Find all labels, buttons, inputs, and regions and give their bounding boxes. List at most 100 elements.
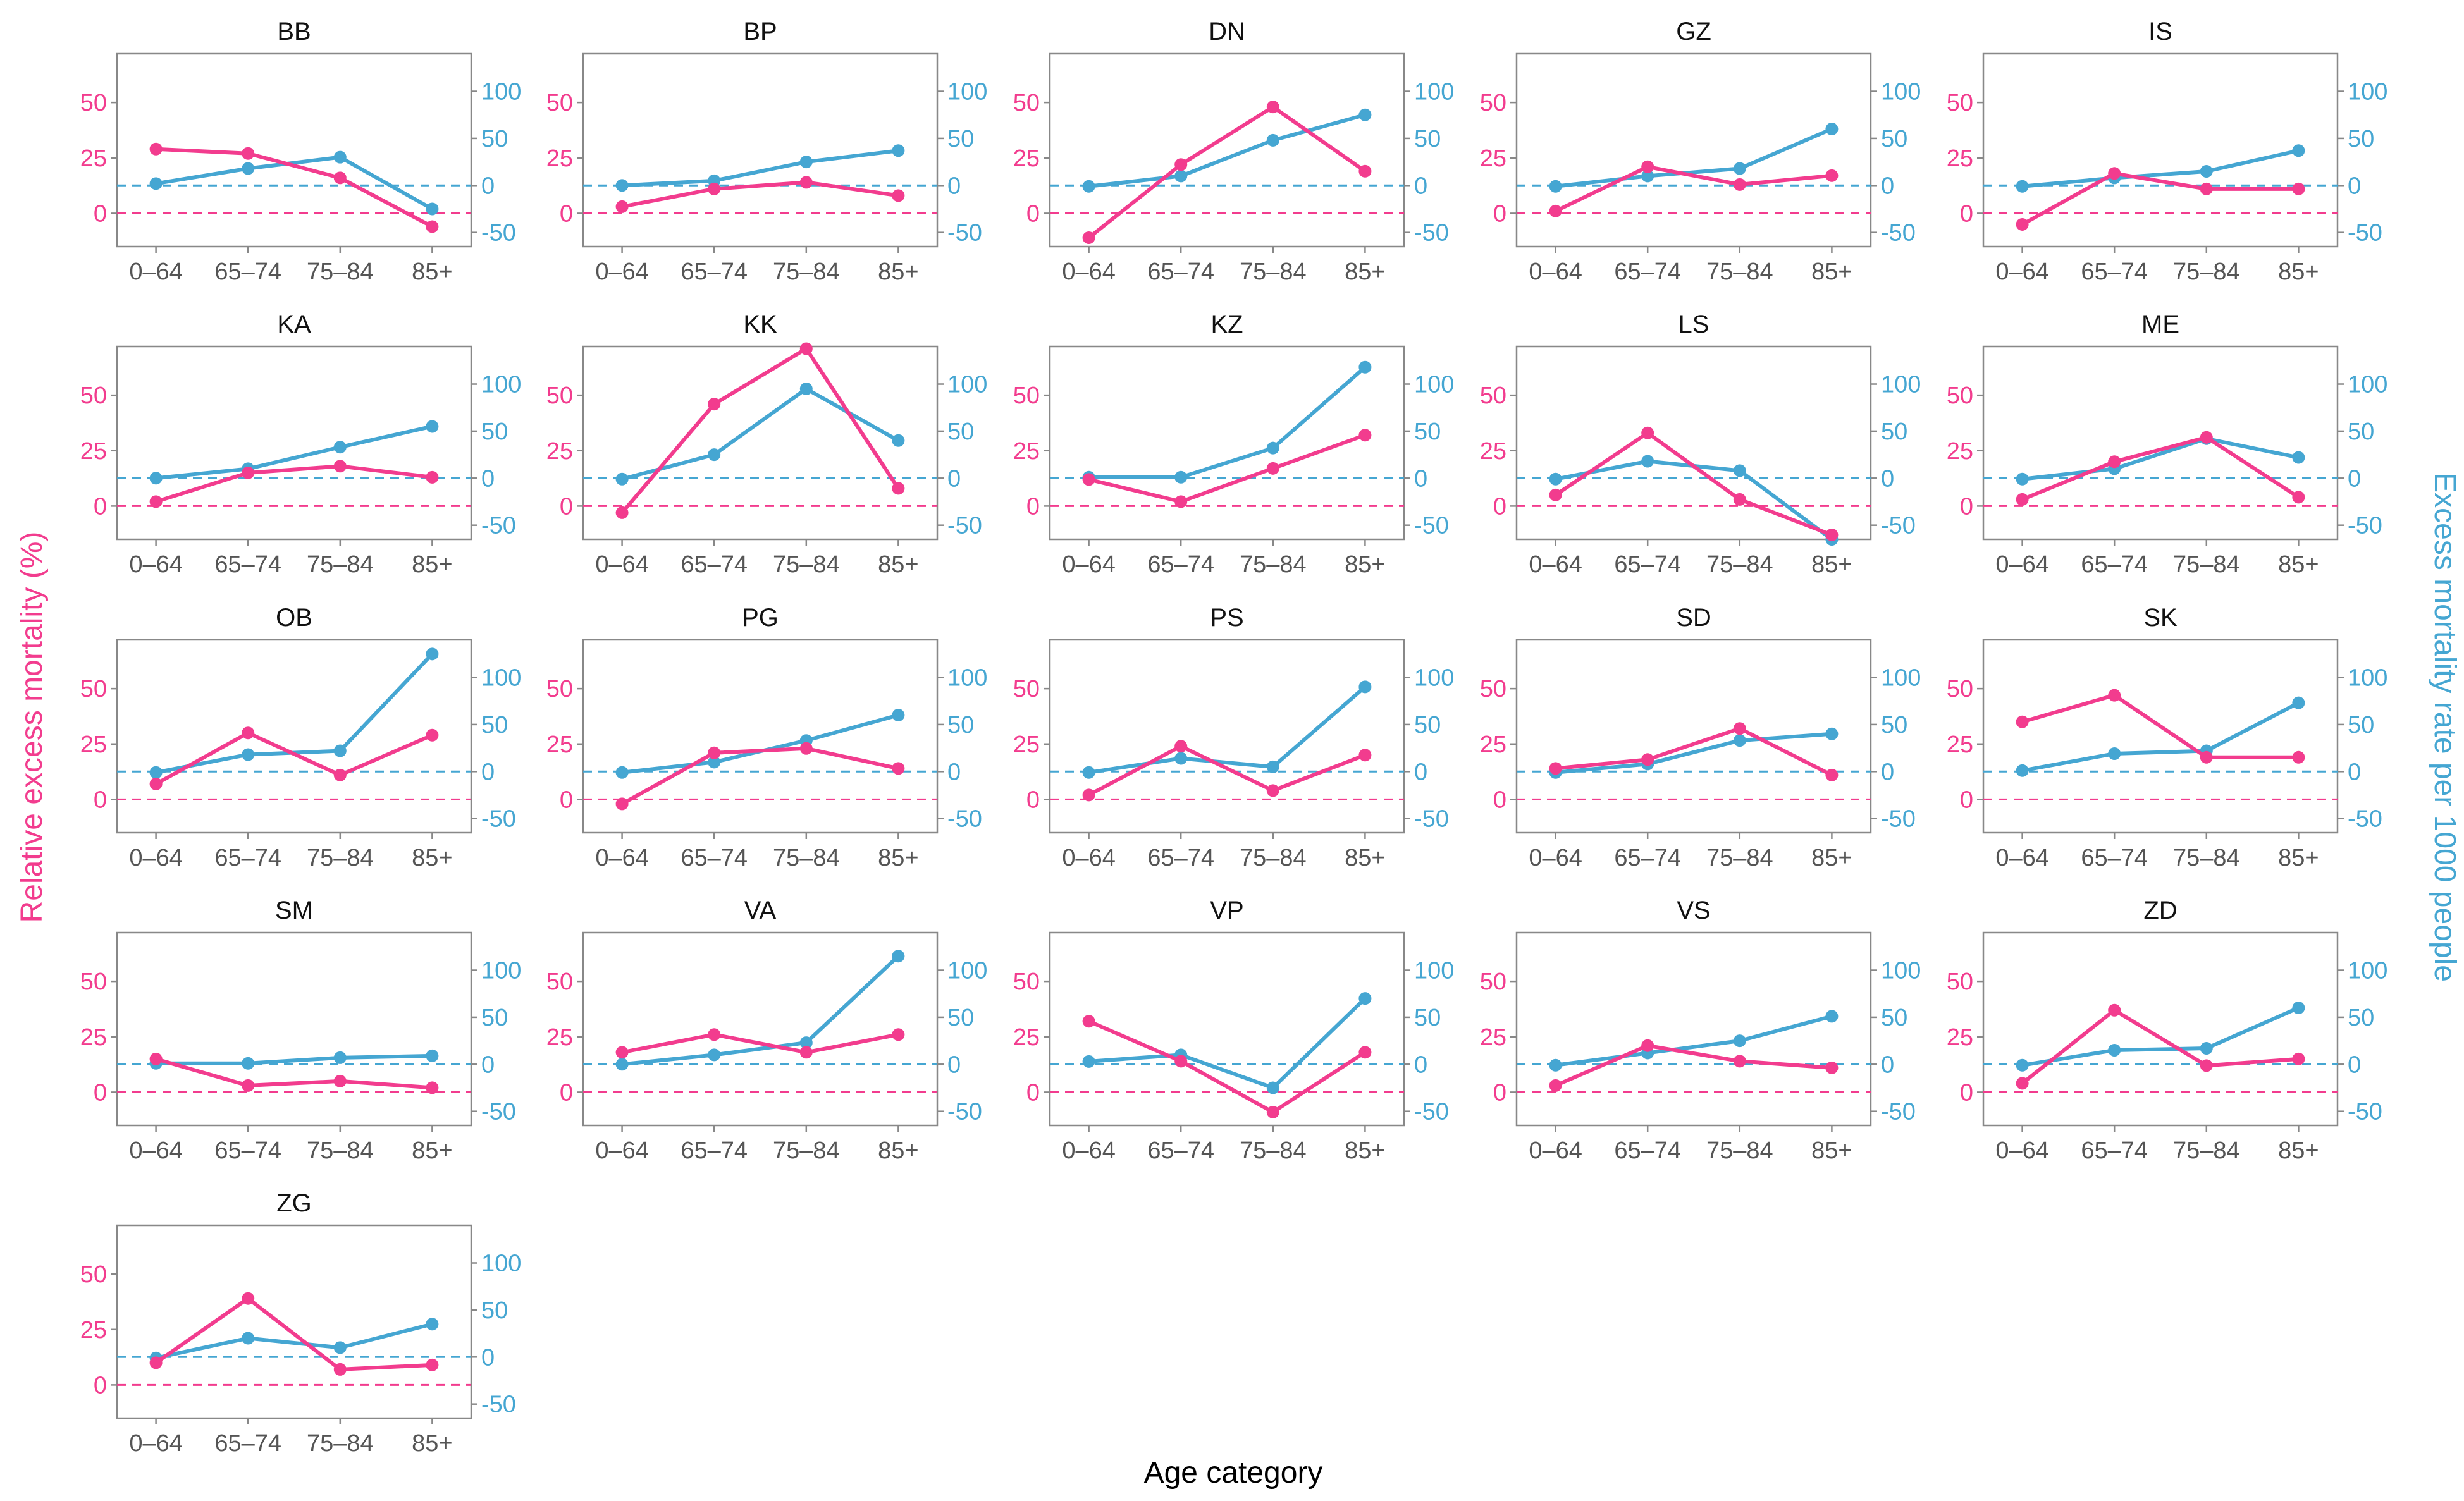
right-tick-label: 100 bbox=[1414, 665, 1454, 692]
rate-series-line bbox=[2022, 436, 2300, 481]
right-tick-label: -50 bbox=[1414, 513, 1449, 539]
right-tick-label: 0 bbox=[1414, 759, 1427, 785]
category-label: 85+ bbox=[878, 259, 918, 285]
relative-point bbox=[892, 762, 905, 775]
panel-title: DN bbox=[1209, 18, 1245, 46]
category-label: 65–74 bbox=[1614, 259, 1681, 285]
left-tick-label: 50 bbox=[546, 383, 573, 409]
right-tick-label: -50 bbox=[1414, 1099, 1449, 1125]
right-tick-label: 50 bbox=[2348, 1005, 2374, 1031]
relative-point bbox=[799, 742, 813, 755]
panel-frame bbox=[1049, 52, 1405, 248]
right-tick-label: 100 bbox=[1881, 372, 1921, 398]
panel-frame bbox=[582, 639, 939, 834]
relative-point bbox=[242, 1292, 255, 1305]
relative-point bbox=[615, 1046, 629, 1059]
relative-point bbox=[708, 182, 721, 195]
relative-point bbox=[149, 777, 163, 790]
rate-point bbox=[1733, 1034, 1746, 1048]
left-tick-label: 0 bbox=[1960, 493, 1973, 520]
rate-point bbox=[333, 150, 347, 164]
relative-point bbox=[1825, 528, 1839, 541]
left-tick-label: 50 bbox=[546, 676, 573, 702]
rate-point bbox=[615, 766, 629, 779]
category-label: 65–74 bbox=[681, 1137, 748, 1164]
left-tick-label: 25 bbox=[1947, 145, 1973, 172]
x-axis-title: Age category bbox=[1144, 1456, 1323, 1490]
relative-point bbox=[1733, 1055, 1746, 1068]
category-label: 75–84 bbox=[307, 551, 374, 578]
relative-point bbox=[799, 1046, 813, 1059]
rate-point bbox=[2016, 472, 2029, 486]
relative-series-line bbox=[154, 1296, 433, 1371]
panel-title: SK bbox=[2143, 604, 2178, 632]
relative-series-line bbox=[622, 1032, 899, 1055]
left-tick-label: 25 bbox=[1013, 1024, 1040, 1051]
relative-point bbox=[615, 200, 629, 213]
left-tick-label: 0 bbox=[94, 1372, 107, 1399]
relative-series-line bbox=[155, 1057, 433, 1090]
relative-point bbox=[1174, 1055, 1188, 1068]
relative-point bbox=[2108, 1003, 2121, 1017]
relative-series-line bbox=[620, 346, 900, 514]
rate-point bbox=[1082, 766, 1095, 779]
panel-title: GZ bbox=[1676, 18, 1711, 46]
left-tick-label: 0 bbox=[94, 493, 107, 520]
rate-series-line bbox=[1088, 996, 1367, 1090]
relative-point bbox=[1266, 1105, 1279, 1118]
rate-point bbox=[892, 950, 905, 963]
panel-title: VP bbox=[1210, 897, 1243, 924]
left-tick-label: 25 bbox=[1947, 732, 1973, 758]
relative-point bbox=[1266, 784, 1279, 797]
relative-point bbox=[1082, 473, 1095, 486]
rate-point bbox=[1266, 1081, 1279, 1094]
category-label: 65–74 bbox=[1147, 551, 1214, 578]
right-tick-label: 100 bbox=[947, 372, 987, 398]
relative-point bbox=[1825, 1061, 1839, 1074]
right-tick-label: 100 bbox=[481, 79, 521, 106]
right-tick-label: 50 bbox=[1414, 419, 1441, 445]
relative-point bbox=[1641, 426, 1654, 439]
panel-frame bbox=[582, 931, 939, 1127]
relative-series-line bbox=[156, 147, 433, 229]
rate-point bbox=[1082, 1055, 1095, 1068]
right-tick-label: -50 bbox=[947, 220, 982, 247]
category-label: 75–84 bbox=[1240, 259, 1307, 285]
left-tick-label: 25 bbox=[80, 1317, 107, 1344]
relative-point bbox=[242, 466, 255, 479]
category-label: 65–74 bbox=[2081, 845, 2148, 871]
relative-series-line bbox=[2021, 171, 2299, 226]
panel-frame bbox=[1515, 52, 1872, 248]
panel-frame bbox=[1515, 345, 1872, 541]
rate-series-line bbox=[1555, 1014, 1833, 1067]
rate-point bbox=[2292, 696, 2305, 709]
right-tick-label: 0 bbox=[1881, 1051, 1894, 1078]
right-tick-label: 0 bbox=[947, 1051, 961, 1078]
relative-point bbox=[242, 726, 255, 740]
rate-point bbox=[1549, 1058, 1562, 1072]
panel-title: IS bbox=[2148, 18, 2172, 46]
rate-point bbox=[333, 1051, 347, 1064]
relative-series-line bbox=[1088, 1019, 1367, 1114]
panel-frame bbox=[582, 345, 939, 541]
rate-point bbox=[615, 179, 629, 192]
right-tick-label: -50 bbox=[481, 1099, 516, 1125]
panel-bp: BP 0 25 50 -50 0 50 100 0–64 65–74 75–84 85+ bbox=[546, 18, 988, 285]
left-tick-label: 25 bbox=[546, 438, 573, 465]
rate-point bbox=[2108, 747, 2121, 761]
relative-point bbox=[149, 142, 163, 156]
rate-point bbox=[1641, 455, 1654, 468]
relative-point bbox=[708, 746, 721, 759]
right-tick-label: 50 bbox=[947, 419, 974, 445]
relative-point bbox=[1082, 1015, 1095, 1028]
category-label: 75–84 bbox=[307, 1430, 374, 1457]
left-tick-label: 0 bbox=[1960, 200, 1973, 227]
left-tick-label: 50 bbox=[1013, 90, 1040, 116]
category-label: 0–64 bbox=[1062, 551, 1116, 578]
panel-frame bbox=[582, 52, 939, 248]
right-tick-label: 0 bbox=[2348, 173, 2361, 199]
right-tick-label: 100 bbox=[481, 665, 521, 692]
right-tick-label: 0 bbox=[481, 759, 495, 785]
rate-series-line bbox=[621, 386, 899, 481]
right-tick-label: 100 bbox=[481, 958, 521, 984]
